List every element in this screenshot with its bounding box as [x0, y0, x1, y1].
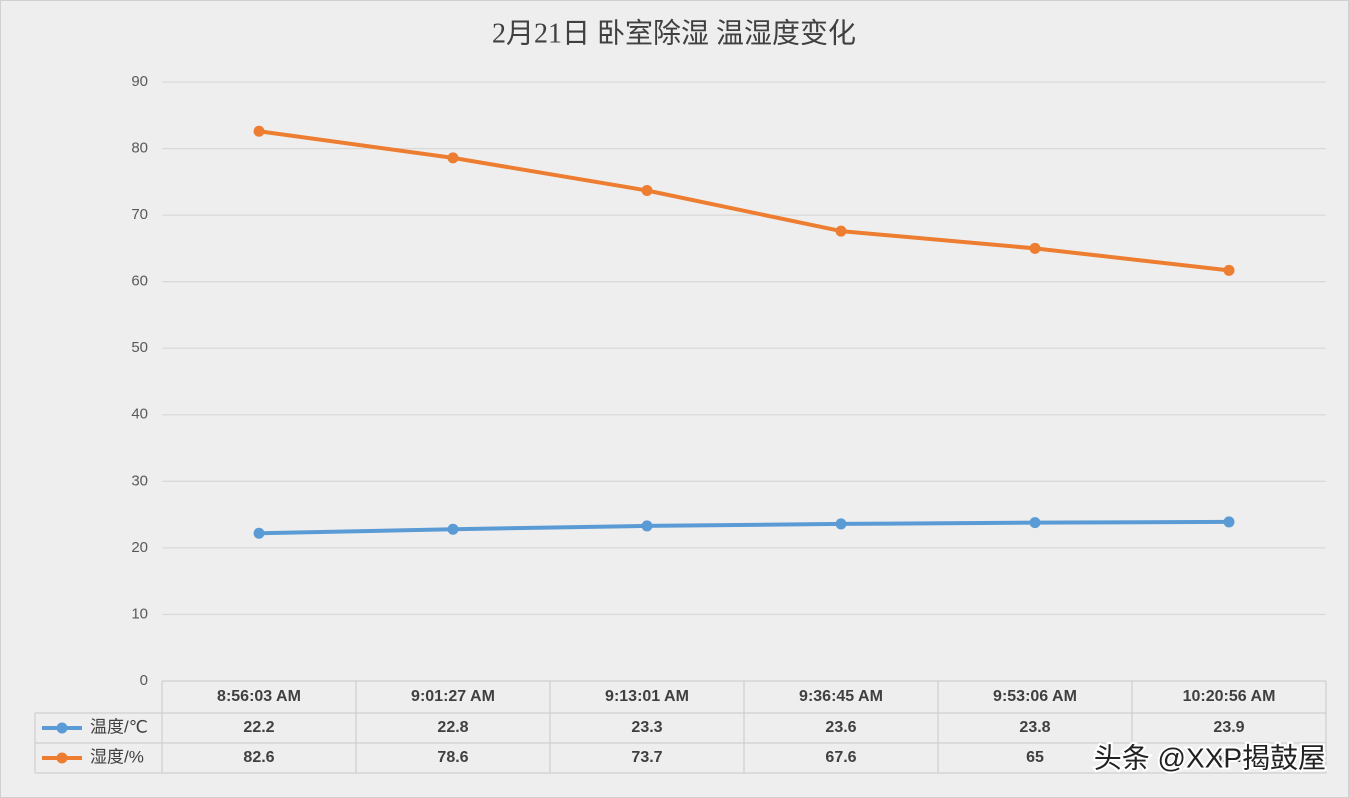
y-tick-label: 90 [131, 73, 148, 90]
table-value: 78.6 [437, 749, 468, 766]
data-point [641, 520, 653, 532]
y-tick-label: 60 [131, 273, 148, 290]
data-point [835, 225, 847, 237]
data-point [1223, 516, 1235, 528]
chart-title: 2月21日 卧室除湿 温湿度变化 [492, 17, 856, 49]
series-line [258, 129, 1230, 273]
table-value: 61.7 [1213, 749, 1244, 766]
data-point [447, 152, 459, 164]
data-point [253, 125, 265, 137]
y-tick-label: 50 [131, 339, 148, 356]
data-point [447, 523, 459, 535]
x-tick-label: 9:01:27 AM [411, 688, 495, 705]
x-tick-label: 9:36:45 AM [799, 688, 883, 705]
table-value: 22.2 [243, 719, 274, 736]
y-tick-label: 70 [131, 206, 148, 223]
legend-label: 湿度/% [90, 747, 144, 766]
y-tick-label: 20 [131, 539, 148, 556]
data-point [253, 527, 265, 539]
legend-label: 温度/℃ [90, 717, 148, 736]
table-value: 67.6 [825, 749, 856, 766]
table-value: 22.8 [437, 719, 468, 736]
table-value: 23.8 [1019, 719, 1050, 736]
table-value: 23.9 [1213, 719, 1244, 736]
x-tick-label: 9:53:06 AM [993, 688, 1077, 705]
y-tick-label: 40 [131, 406, 148, 423]
legend-marker [56, 752, 68, 764]
table-value: 23.6 [825, 719, 856, 736]
series-line [258, 519, 1230, 536]
data-point [641, 184, 653, 196]
x-tick-label: 10:20:56 AM [1183, 688, 1276, 705]
table-value: 23.3 [631, 719, 662, 736]
table-value: 82.6 [243, 749, 274, 766]
data-point [835, 518, 847, 530]
legend-marker [56, 722, 68, 734]
watermark: 头条 @XXP揭鼓屋 [1094, 742, 1326, 773]
y-tick-label: 0 [140, 672, 148, 689]
x-tick-label: 9:13:01 AM [605, 688, 689, 705]
y-tick-label: 10 [131, 605, 148, 622]
table-value: 73.7 [631, 749, 662, 766]
data-point [1029, 517, 1041, 529]
y-tick-label: 80 [131, 140, 148, 157]
data-point [1223, 264, 1235, 276]
x-tick-label: 8:56:03 AM [217, 688, 301, 705]
data-point [1029, 242, 1041, 254]
table-value: 65 [1026, 749, 1044, 766]
y-tick-label: 30 [131, 472, 148, 489]
